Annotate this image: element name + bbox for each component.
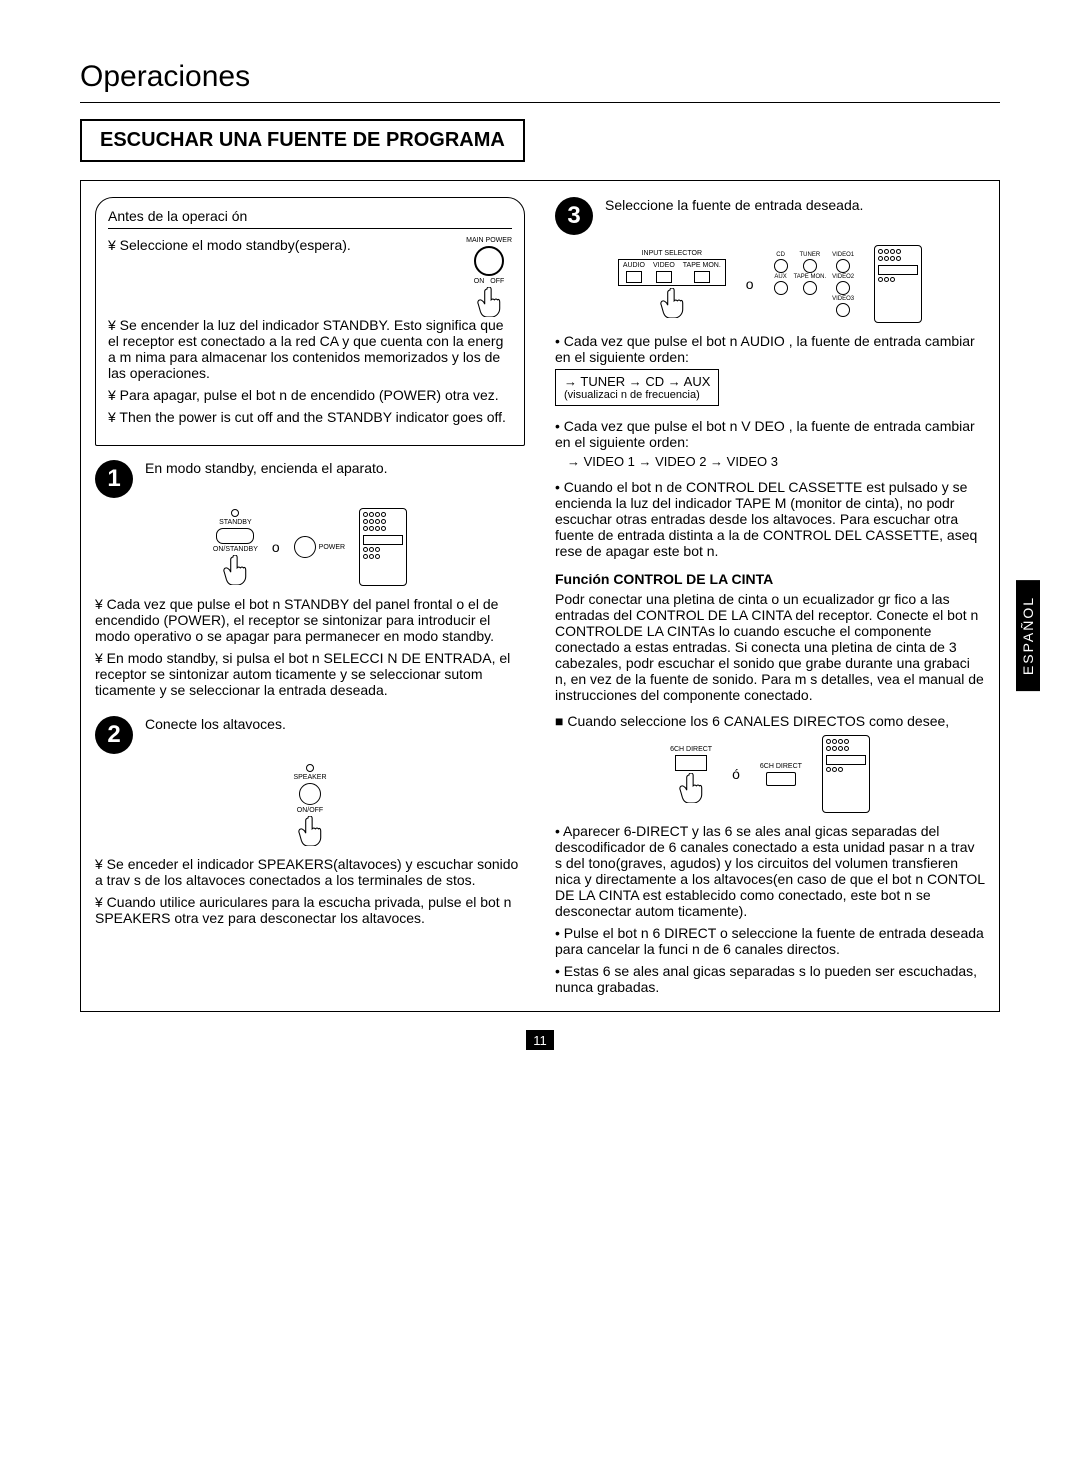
pre-op-b2: ¥ Se encender la luz del indicador STAND… [108,317,512,381]
step-1: 1 En modo standby, encienda el aparato. [95,460,525,498]
sixch-intro: Cuando seleccione los 6 CANALES DIRECTOS… [555,713,985,729]
input-buttons-grid: CD AUX TUNER TAPE MON. VIDEO1 VIDEO2 VIDEO3 [774,252,855,317]
step-2-b1: ¥ Se enceder el indicador SPEAKERS(altav… [95,856,525,888]
power-label: POWER [319,544,345,551]
btn-tapemon-label: TAPE MON. [794,274,827,280]
pre-op-b4: ¥ Then the power is cut off and the STAN… [108,409,512,425]
step-2-illustration: SPEAKER ON/OFF [95,764,525,846]
or-label: o [272,539,280,555]
step-2-title: Conecte los altavoces. [145,716,525,732]
onstandby-label: ON/STANDBY [213,546,258,553]
sel-tape: TAPE MON. [683,262,721,269]
right-column: 3 Seleccione la fuente de entrada desead… [555,197,985,995]
power-button-icon [474,246,504,276]
step-3-b2: Cada vez que pulse el bot n V DEO , la f… [555,418,985,450]
sixch-b3: Estas 6 se ales anal gicas separadas s l… [555,963,985,995]
hand-icon [659,288,685,318]
section-banner: ESCUCHAR UNA FUENTE DE PROGRAMA [80,119,525,162]
step-2-b2: ¥ Cuando utilice auriculares para la esc… [95,894,525,926]
sixch-label-2: 6CH DIRECT [760,763,802,770]
remote-icon [822,735,870,813]
off-label: OFF [490,278,504,285]
step-3-badge: 3 [555,197,593,235]
step-1-title: En modo standby, encienda el aparato. [145,460,525,476]
sixch-remote-button-icon [766,772,796,786]
step-2: 2 Conecte los altavoces. [95,716,525,754]
power-circle-icon [294,536,316,558]
selector-panel: AUDIO VIDEO TAPE MON. [618,259,726,286]
speaker-label: SPEAKER [293,774,326,781]
remote-icon [874,245,922,323]
step-3-title: Seleccione la fuente de entrada deseada. [605,197,985,213]
step-1-b1: ¥ Cada vez que pulse el bot n STANDBY de… [95,596,525,644]
speaker-button-icon [299,783,321,805]
onstandby-switch-icon [216,528,254,544]
standby-label: STANDBY [219,519,252,526]
led-icon [231,509,239,517]
btn-video2-label: VIDEO2 [832,274,854,280]
pre-op-b3: ¥ Para apagar, pulse el bot n de encendi… [108,387,512,403]
sixch-illustration: 6CH DIRECT ó 6CH DIRECT [555,735,985,813]
on-label: ON [474,278,485,285]
tape-control-heading: Función CONTROL DE LA CINTA [555,571,985,587]
page-title: Operaciones [80,60,1000,94]
title-rule [80,102,1000,103]
or-label: ó [732,766,740,782]
step-3-illustration: INPUT SELECTOR AUDIO VIDEO TAPE MON. o C… [555,245,985,323]
sixch-b2: Pulse el bot n 6 DIRECT o seleccione la … [555,925,985,957]
step-3-b1: Cada vez que pulse el bot n AUDIO , la f… [555,333,985,365]
step-1-b2: ¥ En modo standby, si pulsa el bot n SEL… [95,650,525,698]
step-1-badge: 1 [95,460,133,498]
hand-icon [297,816,323,846]
sequence-1-box: → TUNER → CD → AUX (visualizaci n de fre… [555,369,719,406]
sel-audio: AUDIO [623,262,645,269]
onoff-label: ON/OFF [297,807,323,814]
sequence-1-line: → TUNER → CD → AUX [564,374,710,389]
step-3-b3: Cuando el bot n de CONTROL DEL CASSETTE … [555,479,985,559]
or-label: o [746,276,754,292]
sixch-button-icon [675,755,707,771]
language-tab: ESPAÑOL [1016,580,1040,691]
btn-video3-label: VIDEO3 [832,296,854,302]
pre-op-title: Antes de la operaci ón [108,208,512,229]
btn-aux-label: AUX [774,274,786,280]
pre-operation-box: Antes de la operaci ón ¥ Seleccione el m… [95,197,525,446]
sixch-b1: Aparecer 6-DIRECT y las 6 se ales anal g… [555,823,985,919]
hand-icon [222,555,248,585]
sel-video: VIDEO [653,262,675,269]
input-selector-label: INPUT SELECTOR [642,250,702,257]
sixch-label-1: 6CH DIRECT [670,746,712,753]
main-power-illustration: MAIN POWER ON OFF [466,237,512,317]
step-1-illustration: STANDBY ON/STANDBY o POWER [95,508,525,586]
page-number: 11 [526,1030,554,1050]
hand-icon [678,773,704,803]
remote-icon [359,508,407,586]
main-power-label: MAIN POWER [466,237,512,244]
btn-cd-label: CD [776,252,785,258]
sequence-2-line: → VIDEO 1 → VIDEO 2 → VIDEO 3 [567,454,985,469]
step-3: 3 Seleccione la fuente de entrada desead… [555,197,985,235]
sequence-1-note: (visualizaci n de frecuencia) [564,389,710,401]
hand-icon [476,287,502,317]
step-2-badge: 2 [95,716,133,754]
tape-control-text: Podr conectar una pletina de cinta o un … [555,591,985,703]
btn-tuner-label: TUNER [800,252,821,258]
led-icon [306,764,314,772]
pre-op-b1: ¥ Seleccione el modo standby(espera). [108,237,456,311]
left-column: Antes de la operaci ón ¥ Seleccione el m… [95,197,525,995]
content-box: Antes de la operaci ón ¥ Seleccione el m… [80,180,1000,1012]
btn-video1-label: VIDEO1 [832,252,854,258]
